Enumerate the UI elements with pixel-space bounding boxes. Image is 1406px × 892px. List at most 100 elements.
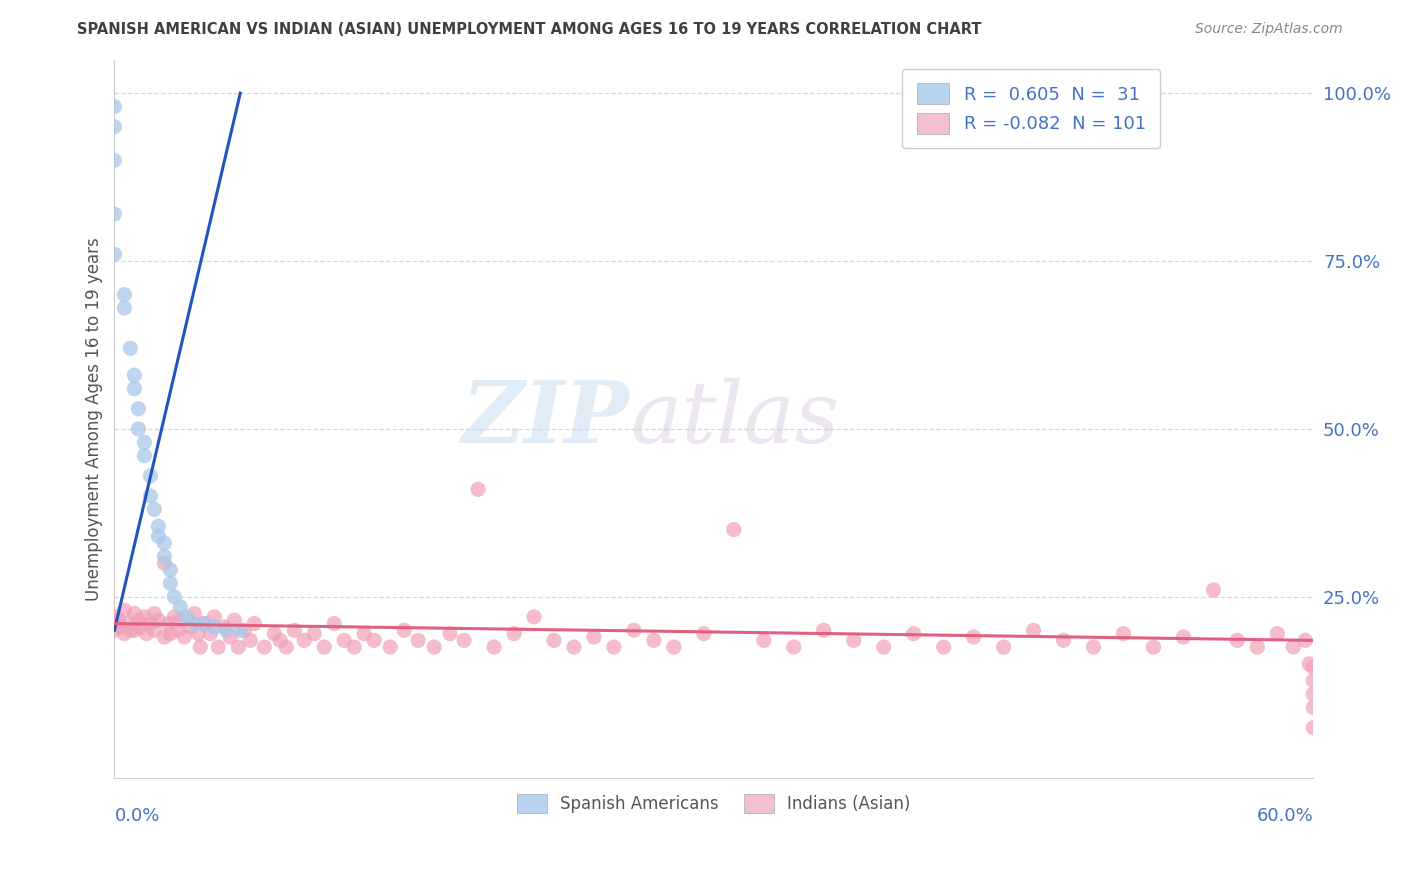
Point: [124, 368, 146, 383]
Point: [153, 630, 176, 644]
Point: [253, 640, 276, 654]
Point: [423, 640, 446, 654]
Point: [1298, 657, 1320, 671]
Point: [157, 616, 180, 631]
Point: [1302, 673, 1324, 688]
Point: [1173, 630, 1195, 644]
Point: [1302, 660, 1324, 674]
Point: [302, 626, 325, 640]
Point: [120, 624, 142, 638]
Point: [693, 626, 716, 640]
Point: [103, 616, 125, 631]
Point: [813, 624, 835, 638]
Point: [103, 624, 125, 638]
Point: [662, 640, 685, 654]
Point: [103, 120, 125, 134]
Point: [482, 640, 505, 654]
Point: [1226, 633, 1249, 648]
Point: [112, 626, 135, 640]
Point: [842, 633, 865, 648]
Point: [276, 640, 298, 654]
Point: [202, 620, 225, 634]
Point: [173, 630, 195, 644]
Point: [148, 519, 170, 533]
Point: [134, 435, 156, 450]
Point: [263, 626, 285, 640]
Point: [129, 620, 152, 634]
Point: [110, 620, 132, 634]
Point: [183, 607, 205, 621]
Point: [643, 633, 665, 648]
Point: [163, 590, 186, 604]
Point: [1022, 624, 1045, 638]
Point: [135, 626, 157, 640]
Text: 60.0%: 60.0%: [1257, 806, 1313, 825]
Point: [103, 100, 125, 114]
Point: [159, 626, 181, 640]
Point: [215, 624, 238, 638]
Point: [148, 613, 170, 627]
Point: [193, 616, 215, 631]
Point: [226, 640, 249, 654]
Point: [239, 633, 262, 648]
Point: [153, 549, 176, 564]
Point: [1294, 633, 1316, 648]
Point: [292, 633, 315, 648]
Point: [723, 523, 745, 537]
Point: [193, 616, 215, 631]
Point: [323, 616, 346, 631]
Point: [134, 449, 156, 463]
Point: [392, 624, 415, 638]
Point: [134, 610, 156, 624]
Point: [139, 468, 162, 483]
Point: [406, 633, 429, 648]
Point: [207, 640, 229, 654]
Point: [233, 624, 256, 638]
Point: [169, 599, 191, 614]
Point: [1052, 633, 1074, 648]
Point: [269, 633, 291, 648]
Point: [153, 536, 176, 550]
Point: [543, 633, 565, 648]
Text: SPANISH AMERICAN VS INDIAN (ASIAN) UNEMPLOYMENT AMONG AGES 16 TO 19 YEARS CORREL: SPANISH AMERICAN VS INDIAN (ASIAN) UNEMP…: [77, 22, 981, 37]
Point: [200, 626, 222, 640]
Y-axis label: Unemployment Among Ages 16 to 19 years: Unemployment Among Ages 16 to 19 years: [86, 237, 103, 600]
Point: [903, 626, 925, 640]
Text: Source: ZipAtlas.com: Source: ZipAtlas.com: [1195, 22, 1343, 37]
Point: [103, 153, 125, 168]
Point: [139, 616, 162, 631]
Point: [582, 630, 605, 644]
Point: [873, 640, 896, 654]
Point: [1246, 640, 1268, 654]
Point: [219, 630, 242, 644]
Point: [103, 207, 125, 221]
Point: [243, 616, 266, 631]
Point: [363, 633, 385, 648]
Point: [112, 301, 135, 315]
Point: [139, 489, 162, 503]
Point: [623, 624, 645, 638]
Point: [187, 626, 209, 640]
Point: [127, 422, 149, 436]
Point: [378, 640, 401, 654]
Point: [1302, 700, 1324, 714]
Point: [333, 633, 356, 648]
Point: [117, 616, 139, 631]
Text: atlas: atlas: [630, 377, 839, 460]
Point: [124, 624, 146, 638]
Point: [752, 633, 775, 648]
Point: [167, 624, 190, 638]
Point: [1202, 582, 1225, 597]
Point: [1302, 721, 1324, 735]
Point: [783, 640, 806, 654]
Point: [112, 603, 135, 617]
Point: [453, 633, 475, 648]
Point: [1302, 687, 1324, 701]
Point: [179, 620, 201, 634]
Point: [103, 247, 125, 261]
Point: [159, 576, 181, 591]
Point: [229, 624, 252, 638]
Point: [107, 613, 129, 627]
Legend: Spanish Americans, Indians (Asian): Spanish Americans, Indians (Asian): [510, 788, 917, 820]
Point: [159, 563, 181, 577]
